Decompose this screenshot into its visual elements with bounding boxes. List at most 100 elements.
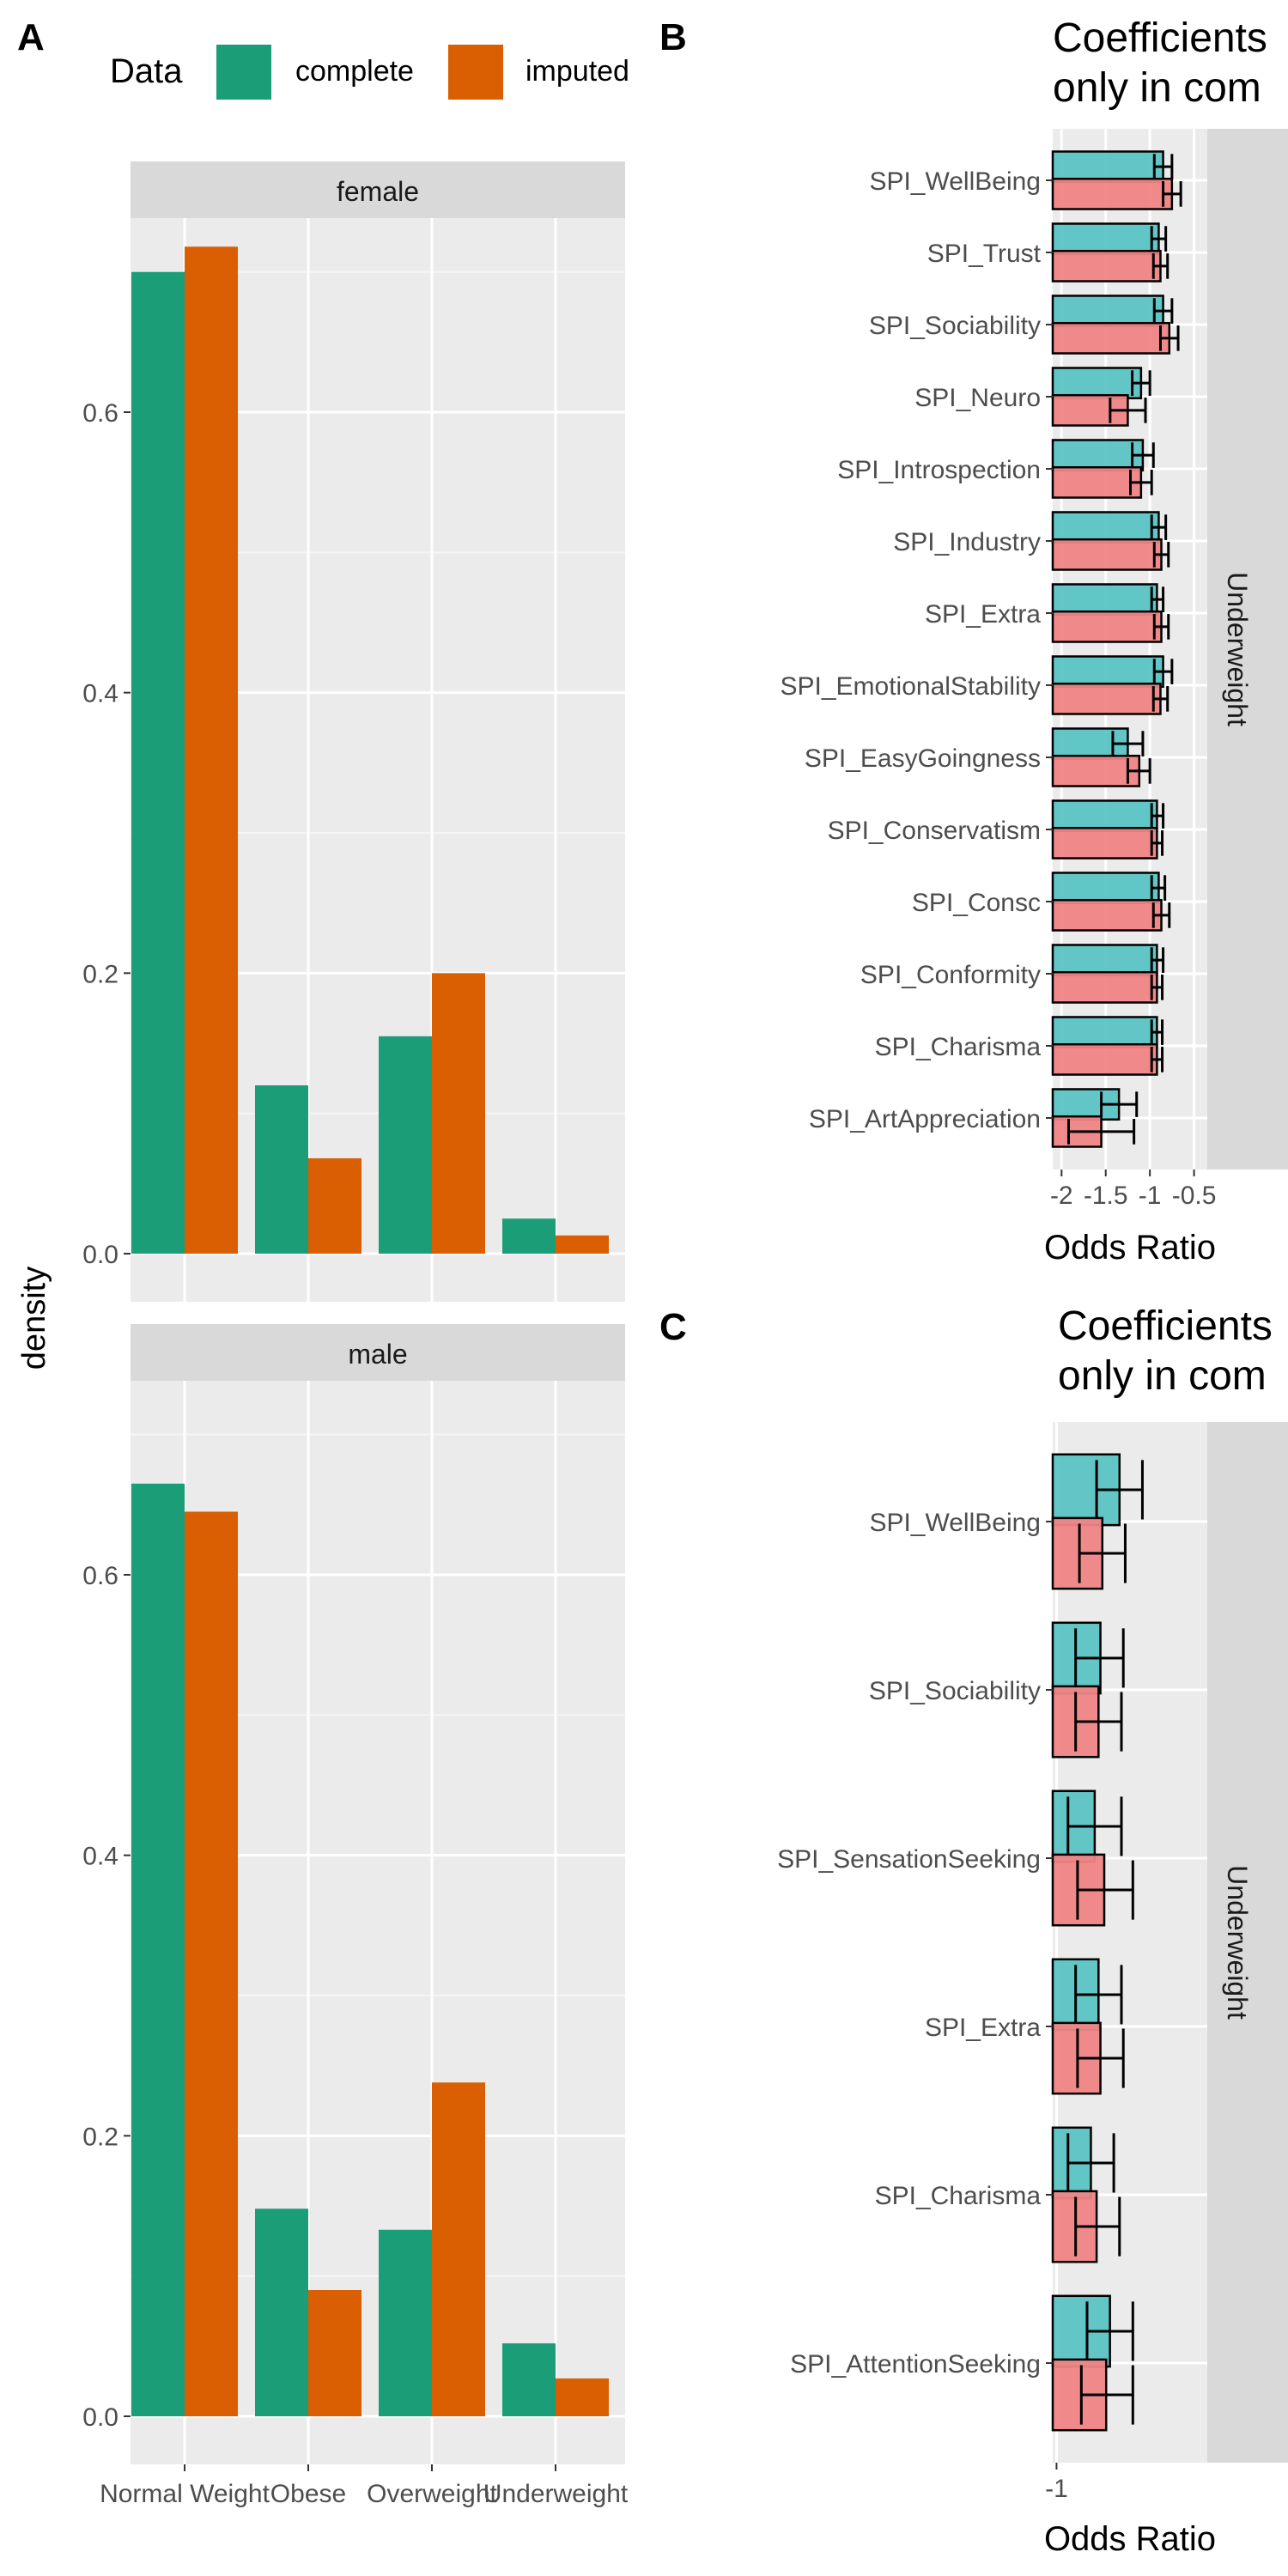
x-axis-b: -2 -1.5 -1 -0.5 xyxy=(1050,1170,1216,1210)
category-label: SPI_Charisma xyxy=(875,2182,1042,2210)
x-tick-label: -1.5 xyxy=(1084,1182,1128,1210)
y-tick-label: 0.2 xyxy=(82,2123,118,2151)
category-label: SPI_Trust xyxy=(927,240,1042,268)
panel-b-strip-label: Underweight xyxy=(1222,572,1253,726)
bar-female-imputed-obese xyxy=(308,1157,361,1254)
panel-c-strip xyxy=(1207,1422,1288,2463)
panel-c-strip-label: Underweight xyxy=(1222,1865,1253,2020)
bar-imputed-spi-industry xyxy=(1051,538,1163,571)
bars-b xyxy=(1051,150,1182,1148)
bar-female-imputed-underweight xyxy=(556,1235,609,1254)
bar-imputed-spi-trust xyxy=(1051,249,1162,283)
panel-b-xlabel: Odds Ratio xyxy=(1044,1229,1216,1267)
x-tick-label: -1 xyxy=(1139,1182,1162,1210)
bar-imputed-spi-easygoingness xyxy=(1051,754,1141,787)
legend: Data complete imputed xyxy=(110,45,629,100)
bar-complete-spi-wellbeing xyxy=(1051,150,1164,184)
category-label: SPI_AttentionSeeking xyxy=(790,2350,1041,2379)
panel-label-a: A xyxy=(17,16,45,58)
category-label: SPI_Consc xyxy=(912,889,1041,917)
bar-female-imputed-overweight xyxy=(432,973,485,1254)
bar-complete-spi-charisma xyxy=(1051,1016,1158,1049)
x-axis-c: -1 xyxy=(1045,2463,1068,2503)
bar-complete-spi-extra xyxy=(1051,583,1158,617)
legend-label-imputed: imputed xyxy=(526,55,629,88)
panel-label-c: C xyxy=(659,1306,687,1348)
bar-complete-spi-emotionalstability xyxy=(1051,655,1164,689)
category-label: SPI_Conservatism xyxy=(828,817,1041,845)
panel-b: Coefficients only in com Underweight SPI… xyxy=(781,15,1288,1267)
x-tick-label: Underweight xyxy=(483,2480,629,2508)
facet-strip-male xyxy=(131,1324,625,1381)
bars-male xyxy=(131,1483,609,2416)
category-label: SPI_WellBeing xyxy=(869,167,1041,196)
bar-complete-spi-conformity xyxy=(1051,944,1158,977)
bar-female-complete-overweight xyxy=(379,1036,432,1254)
facet-label-male: male xyxy=(348,1339,407,1370)
bar-male-imputed-underweight xyxy=(556,2378,609,2416)
category-label: SPI_Extra xyxy=(925,600,1041,629)
panel-c-plot-bg xyxy=(1053,1422,1207,2463)
bar-female-imputed-normal-weight xyxy=(185,246,238,1255)
category-label: SPI_Introspection xyxy=(837,456,1041,484)
bar-female-complete-normal-weight xyxy=(131,271,185,1255)
bar-imputed-spi-wellbeing xyxy=(1051,177,1174,210)
bar-male-complete-overweight xyxy=(379,2229,432,2416)
category-label: SPI_Charisma xyxy=(875,1033,1042,1061)
category-label: SPI_WellBeing xyxy=(869,1509,1041,1537)
bar-imputed-spi-conformity xyxy=(1051,970,1158,1004)
legend-label-complete: complete xyxy=(295,55,414,88)
bar-complete-spi-industry xyxy=(1051,511,1160,544)
category-label: SPI_Neuro xyxy=(914,384,1041,412)
legend-key-complete xyxy=(216,45,271,100)
bar-male-imputed-normal-weight xyxy=(185,1511,238,2416)
panel-b-title-line1: Coefficients xyxy=(1053,15,1267,61)
bar-complete-spi-consc xyxy=(1051,872,1160,905)
y-tick-label: 0.6 xyxy=(82,1562,118,1590)
category-label: SPI_EasyGoingness xyxy=(805,744,1041,773)
x-tick-label: Overweight xyxy=(367,2480,497,2508)
legend-title: Data xyxy=(110,52,183,90)
bar-imputed-spi-consc xyxy=(1051,898,1163,932)
x-tick-label: Obese xyxy=(270,2480,346,2508)
category-label: SPI_EmotionalStability xyxy=(781,672,1042,701)
category-label: SPI_Conformity xyxy=(860,961,1041,989)
bar-imputed-spi-sociability xyxy=(1051,321,1171,355)
facet-strip-female xyxy=(131,161,625,218)
bar-male-imputed-obese xyxy=(308,2290,361,2416)
category-label: SPI_Sociability xyxy=(869,1677,1041,1705)
y-tick-label: 0.0 xyxy=(82,1241,118,1269)
panel-c-title-line2: only in com xyxy=(1058,1353,1267,1399)
bar-male-imputed-overweight xyxy=(432,2082,485,2416)
category-label: SPI_SensationSeeking xyxy=(777,1845,1041,1874)
bar-imputed-spi-emotionalstability xyxy=(1051,682,1162,715)
bar-imputed-spi-introspection xyxy=(1051,465,1143,499)
panel-c-title-line1: Coefficients xyxy=(1058,1303,1273,1349)
panel-b-title-line2: only in com xyxy=(1053,65,1261,111)
bar-male-complete-underweight xyxy=(502,2343,556,2416)
y-tick-label: 0.4 xyxy=(82,1843,118,1871)
bar-imputed-spi-extra xyxy=(1051,610,1163,643)
panel-a: density female 0.00.20.40.6 male 0.00.20… xyxy=(16,161,629,2508)
bar-imputed-spi-conservatism xyxy=(1051,826,1158,860)
facet-label-female: female xyxy=(337,176,419,207)
y-tick-label: 0.2 xyxy=(82,960,118,988)
bar-complete-spi-trust xyxy=(1051,222,1160,256)
bar-male-complete-normal-weight xyxy=(131,1483,185,2416)
x-tick-label: Normal Weight xyxy=(100,2480,270,2508)
category-label: SPI_Sociability xyxy=(869,312,1041,340)
bars-female xyxy=(131,246,609,1255)
panel-c-xlabel: Odds Ratio xyxy=(1044,2520,1216,2558)
x-tick-label: -0.5 xyxy=(1172,1182,1217,1210)
category-label: SPI_Extra xyxy=(925,2014,1041,2042)
panel-label-b: B xyxy=(659,16,687,58)
panel-b-strip xyxy=(1207,129,1288,1170)
bar-female-complete-obese xyxy=(255,1085,308,1254)
y-axis-female: 0.0 0.2 0.4 0.6 xyxy=(82,399,131,1269)
bars-c xyxy=(1051,1453,1144,2432)
legend-key-imputed xyxy=(448,45,503,100)
y-axis-b: SPI_WellBeing SPI_Trust SPI_Sociability SPI… xyxy=(781,167,1053,1133)
x-tick-label: -2 xyxy=(1050,1182,1073,1210)
